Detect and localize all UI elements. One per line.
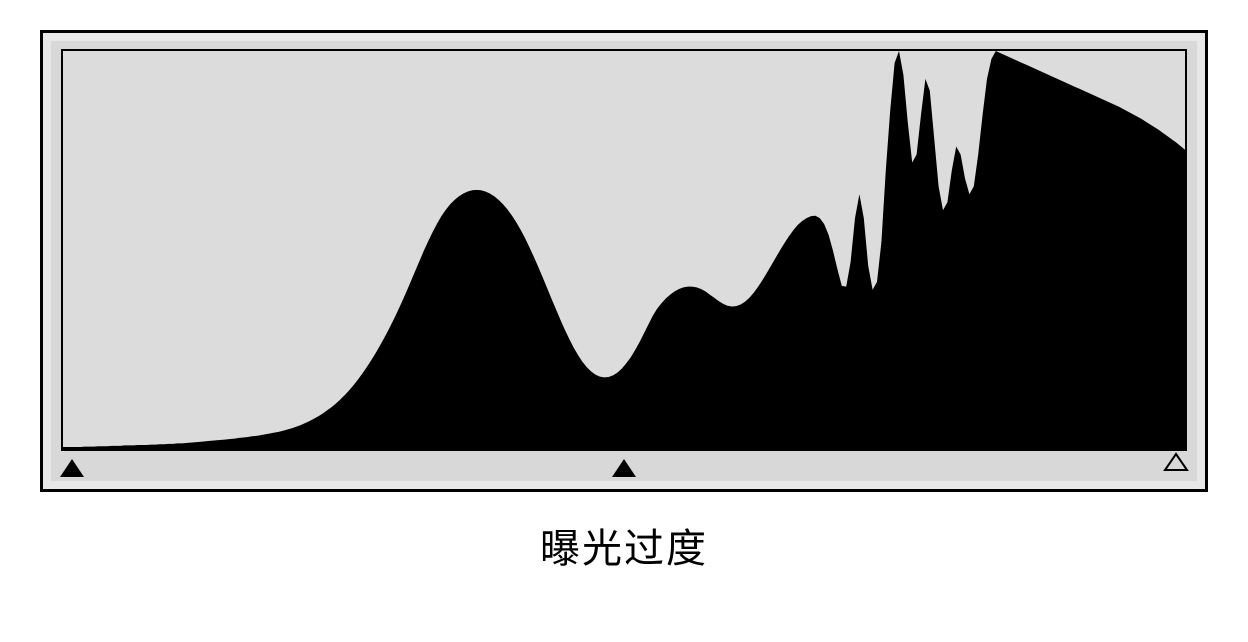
caption: 曝光过度	[540, 516, 708, 574]
slider-marker[interactable]	[612, 459, 636, 477]
slider-marker[interactable]	[1163, 452, 1189, 477]
histogram-svg	[63, 51, 1185, 449]
slider-marker[interactable]	[60, 459, 84, 477]
histogram-plot-area	[61, 49, 1187, 451]
marker-row	[61, 457, 1187, 479]
histogram-fill	[63, 51, 1185, 449]
histogram-container	[51, 41, 1197, 481]
histogram-frame	[40, 30, 1208, 492]
